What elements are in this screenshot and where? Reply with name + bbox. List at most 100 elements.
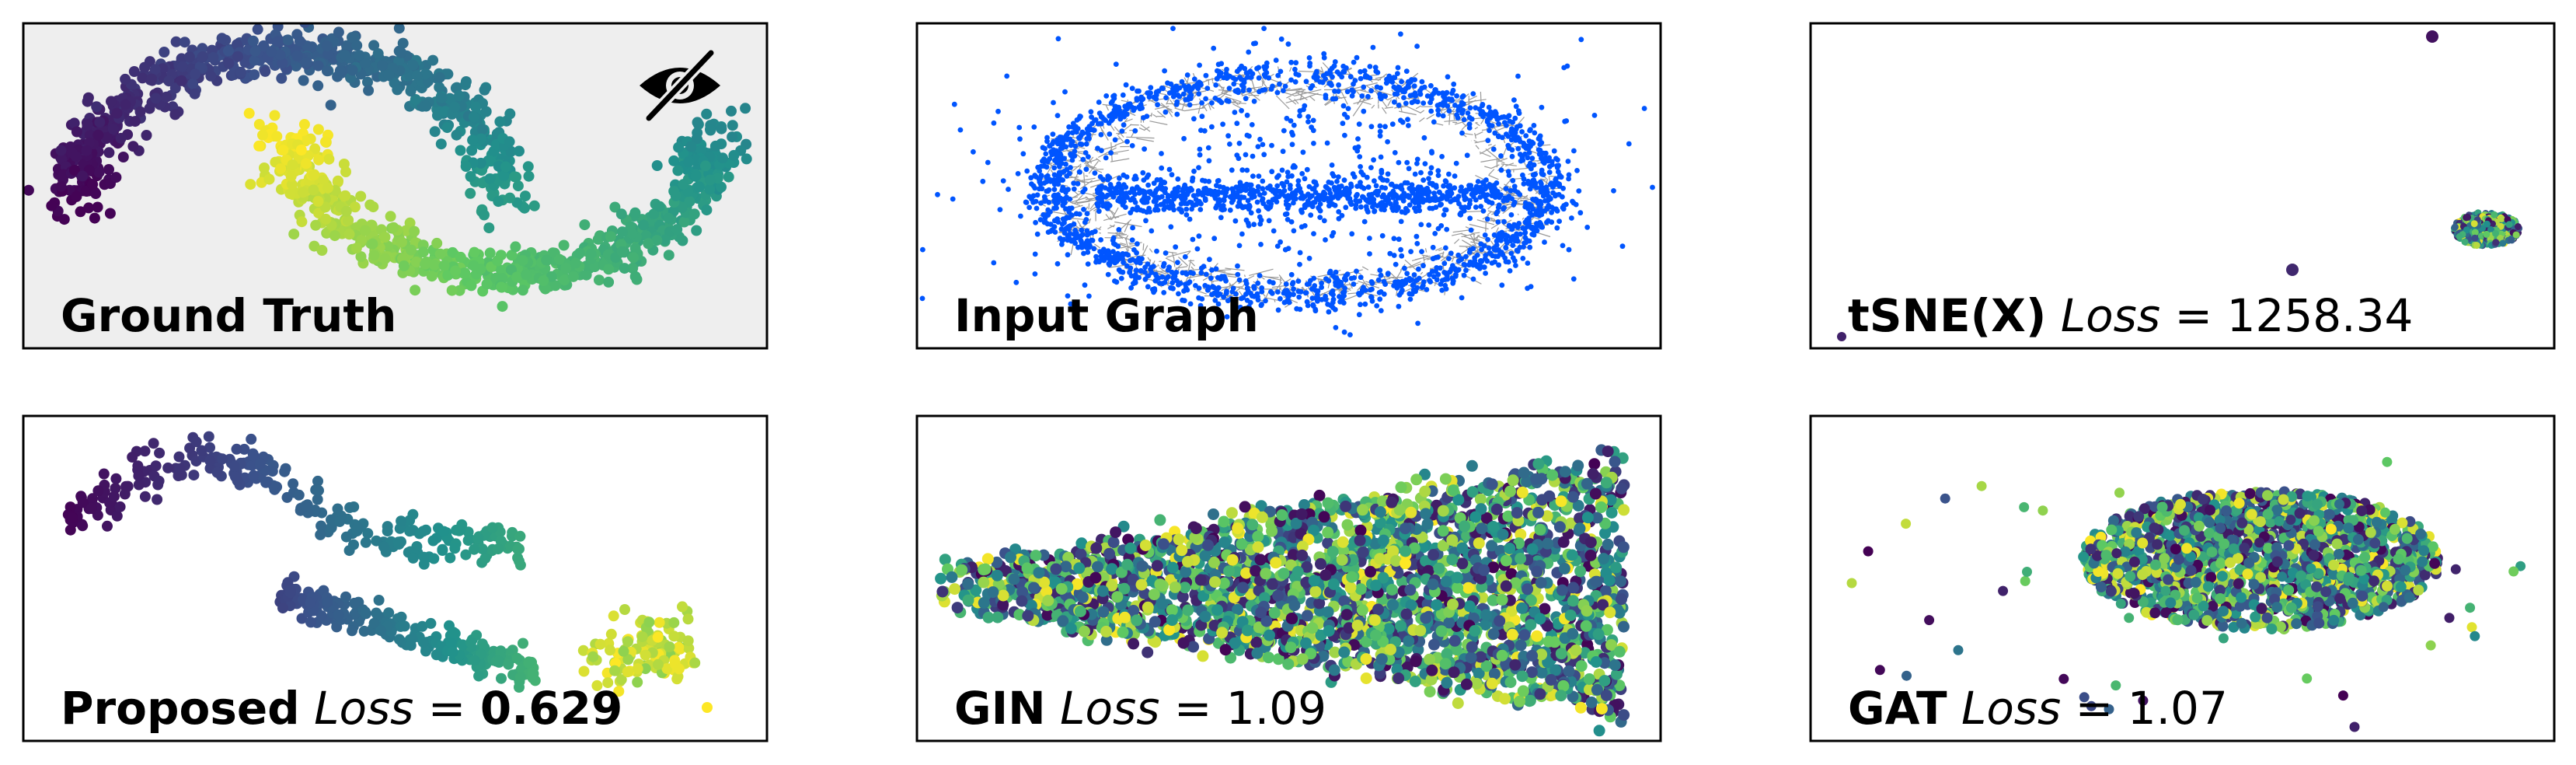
scatter-point: [291, 51, 303, 61]
scatter-point: [1215, 274, 1221, 281]
scatter-point: [129, 116, 141, 128]
scatter-point: [1162, 68, 1167, 74]
scatter-point: [1400, 119, 1406, 125]
scatter-point: [1509, 153, 1515, 159]
scatter-point: [1079, 141, 1085, 148]
scatter-point: [1205, 284, 1211, 290]
scatter-point: [1420, 282, 1426, 288]
scatter-point: [55, 145, 67, 156]
scatter-point: [1286, 202, 1291, 208]
scatter-point: [619, 263, 630, 274]
scatter-point: [1293, 60, 1299, 66]
graph-edge: [1352, 95, 1368, 117]
graph-edge: [1117, 124, 1132, 136]
scatter-point: [295, 145, 307, 155]
scatter-point: [1051, 165, 1058, 171]
scatter-point: [1132, 278, 1138, 284]
scatter-point: [1046, 199, 1052, 205]
scatter-point: [1435, 107, 1441, 114]
scatter-point: [1526, 163, 1532, 169]
graph-edge: [1221, 92, 1232, 96]
scatter-point: [919, 295, 925, 302]
graph-edge: [1462, 239, 1474, 247]
scatter-point: [1441, 212, 1447, 218]
scatter-point: [1044, 174, 1049, 180]
scatter-point: [1510, 177, 1516, 183]
scatter-point: [1257, 221, 1264, 227]
scatter-point: [1482, 232, 1488, 238]
scatter-point: [1361, 68, 1368, 74]
scatter-point: [75, 206, 86, 218]
scatter-point: [1153, 187, 1159, 194]
scatter-point: [1444, 226, 1450, 232]
graph-edge: [1497, 159, 1505, 164]
scatter-point: [1372, 178, 1377, 184]
scatter-point: [1118, 191, 1124, 197]
scatter-point: [567, 271, 579, 282]
scatter-point: [1577, 210, 1584, 216]
scatter-point: [1053, 201, 1059, 207]
scatter-point: [1317, 215, 1323, 220]
scatter-point: [1120, 92, 1126, 98]
scatter-point: [1300, 149, 1306, 155]
scatter-point: [1410, 190, 1416, 196]
scatter-point: [1134, 97, 1140, 103]
scatter-point: [70, 151, 82, 162]
scatter-point: [1089, 229, 1095, 236]
scatter-point: [1321, 218, 1327, 224]
scatter-point: [1444, 196, 1450, 202]
scatter-point: [139, 61, 151, 73]
scatter-point: [1203, 72, 1209, 79]
scatter-point: [1033, 219, 1038, 225]
graph-edge: [1227, 275, 1236, 278]
scatter-point: [77, 170, 89, 182]
scatter-point: [1498, 153, 1504, 159]
scatter-point: [1183, 206, 1190, 212]
scatter-point: [1326, 81, 1333, 86]
graph-edge: [1474, 140, 1487, 144]
scatter-point: [1199, 114, 1205, 120]
scatter-point: [605, 231, 616, 243]
scatter-point: [350, 243, 362, 254]
graph-edge: [1165, 257, 1175, 263]
scatter-point: [398, 260, 410, 271]
scatter-point: [1124, 263, 1130, 269]
scatter-point: [1293, 71, 1299, 77]
scatter-point: [1086, 154, 1091, 160]
scatter-point: [1482, 256, 1488, 261]
scatter-point: [1040, 158, 1045, 164]
scatter-point: [1469, 116, 1475, 122]
scatter-point: [1251, 222, 1257, 228]
scatter-point: [1072, 128, 1079, 134]
scatter-point: [991, 120, 997, 126]
scatter-point: [1281, 290, 1287, 296]
scatter-point: [260, 65, 271, 77]
scatter-point: [1571, 148, 1577, 154]
scatter-point: [1288, 219, 1295, 225]
scatter-point: [1271, 228, 1277, 234]
scatter-point: [1182, 196, 1188, 201]
scatter-point: [1418, 222, 1424, 228]
graph-edge: [1140, 124, 1151, 132]
scatter-point: [388, 222, 399, 233]
graph-edge: [1159, 93, 1167, 96]
scatter-point: [1266, 218, 1272, 224]
scatter-point: [176, 61, 188, 72]
scatter-point: [1496, 121, 1501, 127]
scatter-point: [1188, 86, 1194, 92]
graph-edge: [1062, 148, 1079, 152]
scatter-point: [1330, 194, 1337, 201]
scatter-point: [1195, 86, 1201, 92]
scatter-point: [58, 214, 70, 225]
scatter-point: [1517, 138, 1523, 145]
scatter-point: [1491, 232, 1497, 238]
graph-edge: [1232, 103, 1242, 109]
panel-frame: [22, 22, 769, 350]
scatter-point: [1560, 243, 1566, 249]
scatter-point: [740, 103, 751, 114]
scatter-point: [1269, 169, 1275, 175]
scatter-point: [1337, 72, 1343, 77]
scatter-point: [1481, 243, 1487, 249]
scatter-point: [1448, 250, 1454, 257]
scatter-point: [1233, 291, 1239, 297]
